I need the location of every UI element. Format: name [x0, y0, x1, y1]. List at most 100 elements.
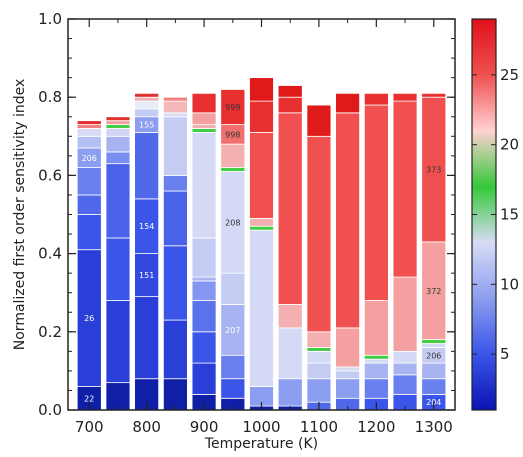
bar-segment	[277, 304, 303, 329]
bar-segment	[335, 112, 361, 329]
bar-segment	[191, 131, 217, 239]
segment-label: 998	[225, 130, 240, 139]
segment-label: 26	[84, 314, 94, 323]
x-tick-label: 1000	[242, 418, 280, 436]
bar-segment	[392, 362, 418, 376]
bar-segment	[162, 245, 188, 321]
bar-segment	[249, 131, 274, 219]
bar-1000	[249, 77, 274, 411]
bar-segment	[277, 85, 303, 98]
colorbar: 5 10 15 20 25	[471, 18, 519, 411]
segment-label: 206	[82, 154, 97, 163]
bar-900	[191, 92, 217, 411]
bar-segment	[392, 100, 418, 278]
bar-segment	[162, 116, 188, 176]
bar-segment	[162, 174, 188, 192]
x-tick-label: 1200	[357, 418, 395, 436]
bar-segment	[363, 92, 389, 106]
bar-segment	[392, 276, 418, 352]
bar-segment	[249, 100, 274, 133]
bar-segment	[421, 362, 447, 380]
bar-segment	[392, 350, 418, 364]
y-tick-label: 0.0	[38, 401, 62, 419]
bar-1150	[335, 92, 361, 411]
y-tick-label: 1.0	[38, 10, 62, 28]
bar-segment	[162, 190, 188, 247]
x-axis-title: Temperature (K)	[204, 436, 318, 452]
bar-segment	[134, 96, 160, 102]
x-tick-label: 800	[132, 418, 161, 436]
segment-label: 373	[426, 166, 441, 175]
y-axis-title: Normalized first order sensitivity index	[12, 79, 28, 350]
x-tick-label: 900	[190, 418, 219, 436]
bar-segment	[421, 343, 447, 348]
bar-segment	[335, 92, 361, 114]
bar-segment	[363, 362, 389, 380]
bar-segment	[191, 112, 217, 125]
bar-segment	[134, 100, 160, 110]
bar-segment	[306, 331, 332, 348]
bar-segment	[306, 350, 332, 364]
bar-segment	[134, 92, 160, 98]
bar-segment	[134, 131, 160, 200]
bar-segment	[191, 237, 217, 278]
bar-segment	[335, 378, 361, 399]
bar-1200	[363, 92, 389, 411]
bar-segment	[277, 112, 303, 305]
bar-segment	[306, 104, 332, 137]
axes-layer: 0.0 0.2 0.4 0.6 0.8 1.0 700 800 900 1000 1100 1200 1…	[38, 10, 455, 436]
bar-segment	[306, 362, 332, 380]
bar-segment	[220, 88, 246, 125]
bar-segment	[191, 92, 217, 114]
bar-segment	[363, 354, 389, 360]
bar-segment	[191, 128, 217, 133]
bar-1300: 204206372373	[421, 92, 447, 411]
bar-segment	[191, 280, 217, 301]
segment-label: 372	[426, 287, 441, 296]
bar-950: 207 208 998 999	[220, 88, 246, 411]
bar-segment	[421, 378, 447, 395]
bar-segment	[249, 77, 274, 102]
bar-segment	[162, 96, 188, 102]
bar-segment	[220, 272, 246, 305]
bar-segment	[105, 163, 131, 239]
bar-segment	[421, 339, 447, 344]
bar-1050	[277, 85, 303, 411]
bar-segment	[105, 382, 131, 411]
bar-segment	[105, 128, 131, 137]
bar-750	[105, 116, 131, 411]
bar-segment	[76, 194, 102, 215]
bar-segment	[392, 92, 418, 102]
y-tick-label: 0.8	[38, 88, 62, 106]
y-tick-label: 0.4	[38, 245, 62, 263]
bar-segment	[220, 378, 246, 399]
bar-segment	[162, 319, 188, 380]
x-tick-label: 700	[75, 418, 104, 436]
segment-label: 154	[139, 222, 154, 231]
bar-1100	[306, 104, 332, 411]
segment-label: 208	[225, 218, 240, 227]
bar-segment	[105, 116, 131, 122]
bar-850	[162, 96, 188, 411]
y-tick-label: 0.2	[38, 323, 62, 341]
bar-segment	[220, 167, 246, 172]
colorbar-tick-label: 5	[500, 345, 510, 363]
bar-segment	[363, 378, 389, 399]
bar-segment	[306, 378, 332, 403]
bar-segment	[335, 370, 361, 380]
bar-segment	[220, 143, 246, 168]
segment-label: 999	[225, 103, 240, 112]
bar-segment	[162, 100, 188, 114]
x-tick-label: 1300	[415, 418, 453, 436]
bar-segment	[277, 327, 303, 380]
bar-segment	[105, 300, 131, 384]
bar-segment	[335, 327, 361, 368]
bar-800: 151 154 155	[134, 92, 160, 411]
bar-segment	[105, 237, 131, 301]
bar-segment	[105, 135, 131, 153]
segment-label: 155	[139, 121, 154, 130]
bar-segment	[335, 366, 361, 372]
colorbar-tick-label: 25	[500, 66, 519, 84]
bar-segment	[191, 124, 217, 129]
